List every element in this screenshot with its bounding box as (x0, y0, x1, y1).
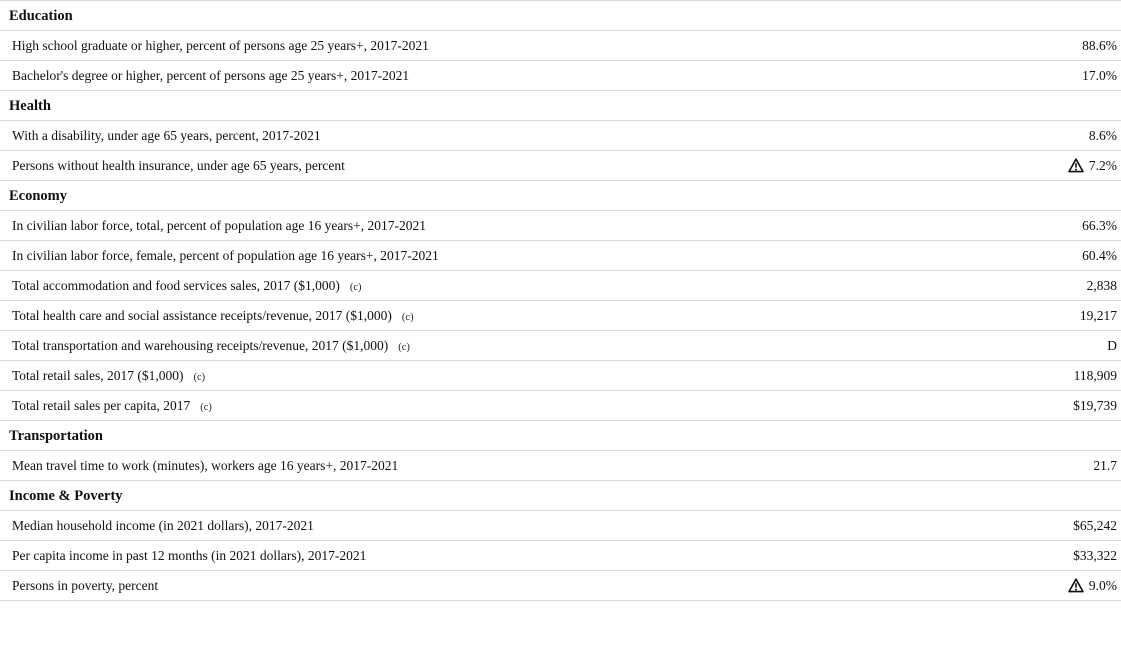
row-value: 118,909 (1073, 367, 1117, 383)
footnote-marker[interactable]: (c) (401, 311, 414, 323)
table-row: In civilian labor force, female, percent… (0, 241, 1121, 271)
table-row: High school graduate or higher, percent … (0, 31, 1121, 61)
table-row: Median household income (in 2021 dollars… (0, 511, 1121, 541)
row-value-container: 8.6% (1089, 128, 1117, 144)
row-label: Per capita income in past 12 months (in … (12, 547, 367, 563)
row-value: 7.2% (1088, 157, 1117, 173)
table-row: Total retail sales, 2017 ($1,000) (c) 118,… (0, 361, 1121, 391)
row-label: Total accommodation and food services sa… (12, 277, 340, 293)
row-value: $19,739 (1073, 397, 1117, 413)
row-label-container: Total health care and social assistance … (12, 308, 414, 324)
table-row: Total accommodation and food services sa… (0, 271, 1121, 301)
section-header: Income & Poverty (0, 481, 1121, 511)
row-label-container: Total transportation and warehousing rec… (12, 338, 410, 354)
row-label-container: In civilian labor force, total, percent … (12, 218, 426, 234)
row-value: 9.0% (1088, 577, 1117, 593)
row-label: In civilian labor force, total, percent … (12, 217, 426, 233)
row-value-container: 7.2% (1068, 158, 1117, 174)
row-label: Total retail sales, 2017 ($1,000) (12, 367, 184, 383)
row-value-container: $65,242 (1073, 518, 1117, 534)
row-value-container: 9.0% (1068, 578, 1117, 594)
row-value: 88.6% (1082, 37, 1117, 53)
row-label-container: Median household income (in 2021 dollars… (12, 518, 314, 534)
row-label-container: Bachelor's degree or higher, percent of … (12, 68, 409, 84)
row-value: 21.7 (1093, 457, 1117, 473)
warning-triangle-icon[interactable] (1068, 158, 1084, 173)
row-label: In civilian labor force, female, percent… (12, 247, 439, 263)
table-body: Education High school graduate or higher,… (0, 1, 1121, 601)
row-value: $65,242 (1073, 517, 1117, 533)
row-value-container: 88.6% (1082, 38, 1117, 54)
row-label: Median household income (in 2021 dollars… (12, 517, 314, 533)
row-label-container: In civilian labor force, female, percent… (12, 248, 439, 264)
row-label: Total transportation and warehousing rec… (12, 337, 389, 353)
row-label-container: High school graduate or higher, percent … (12, 38, 429, 54)
footnote-marker[interactable]: (c) (398, 341, 410, 353)
row-label-container: Mean travel time to work (minutes), work… (12, 458, 398, 474)
top-divider (0, 0, 1121, 1)
row-label: Persons in poverty, percent (12, 577, 159, 593)
row-label: Persons without health insurance, under … (12, 157, 345, 173)
row-value-container: 19,217 (1080, 308, 1117, 324)
table-row: Persons in poverty, percent 9.0% (0, 571, 1121, 601)
row-value-container: 118,909 (1074, 368, 1117, 384)
table-row: Total retail sales per capita, 2017 (c) $1… (0, 391, 1121, 421)
table-row: With a disability, under age 65 years, p… (0, 121, 1121, 151)
row-label: Bachelor's degree or higher, percent of … (12, 67, 410, 83)
row-value-container: 21.7 (1093, 458, 1117, 474)
row-value: 60.4% (1082, 247, 1117, 263)
row-label: Total retail sales per capita, 2017 (12, 397, 191, 413)
section-header: Economy (0, 181, 1121, 211)
row-label-container: Total retail sales per capita, 2017 (c) (12, 398, 212, 414)
table-row: Mean travel time to work (minutes), work… (0, 451, 1121, 481)
table-row: Total health care and social assistance … (0, 301, 1121, 331)
footnote-marker[interactable]: (c) (193, 371, 206, 383)
section-header: Health (0, 91, 1121, 121)
row-label: Mean travel time to work (minutes), work… (12, 457, 399, 473)
row-label-container: Persons in poverty, percent (12, 578, 158, 594)
table-row: Per capita income in past 12 months (in … (0, 541, 1121, 571)
row-value-container: 2,838 (1087, 278, 1117, 294)
row-label-container: With a disability, under age 65 years, p… (12, 128, 321, 144)
row-value: 17.0% (1082, 67, 1117, 83)
row-value-container: $33,322 (1073, 548, 1117, 564)
footnote-marker[interactable]: (c) (349, 281, 362, 293)
row-label-container: Per capita income in past 12 months (in … (12, 548, 366, 564)
section-header: Education (0, 1, 1121, 31)
row-value-container: 17.0% (1082, 68, 1117, 84)
table-row: Bachelor's degree or higher, percent of … (0, 61, 1121, 91)
table-row: Persons without health insurance, under … (0, 151, 1121, 181)
table-row: In civilian labor force, total, percent … (0, 211, 1121, 241)
row-value: 2,838 (1086, 277, 1117, 293)
row-label: Total health care and social assistance … (12, 307, 392, 323)
row-value: $33,322 (1073, 547, 1117, 563)
row-value: 19,217 (1079, 307, 1117, 323)
section-header: Transportation (0, 421, 1121, 451)
warning-triangle-icon[interactable] (1068, 578, 1084, 593)
row-value: D (1107, 337, 1117, 353)
row-value-container: D (1107, 338, 1117, 354)
row-value-container: $19,739 (1073, 398, 1117, 414)
row-value-container: 60.4% (1082, 248, 1117, 264)
table-row: Total transportation and warehousing rec… (0, 331, 1121, 361)
row-value: 8.6% (1088, 127, 1117, 143)
row-label-container: Total accommodation and food services sa… (12, 278, 362, 294)
row-value-container: 66.3% (1082, 218, 1117, 234)
row-label: High school graduate or higher, percent … (12, 37, 429, 53)
row-label-container: Persons without health insurance, under … (12, 158, 345, 174)
row-label-container: Total retail sales, 2017 ($1,000) (c) (12, 368, 205, 384)
row-label: With a disability, under age 65 years, p… (12, 127, 321, 143)
row-value: 66.3% (1082, 217, 1117, 233)
footnote-marker[interactable]: (c) (200, 401, 212, 413)
